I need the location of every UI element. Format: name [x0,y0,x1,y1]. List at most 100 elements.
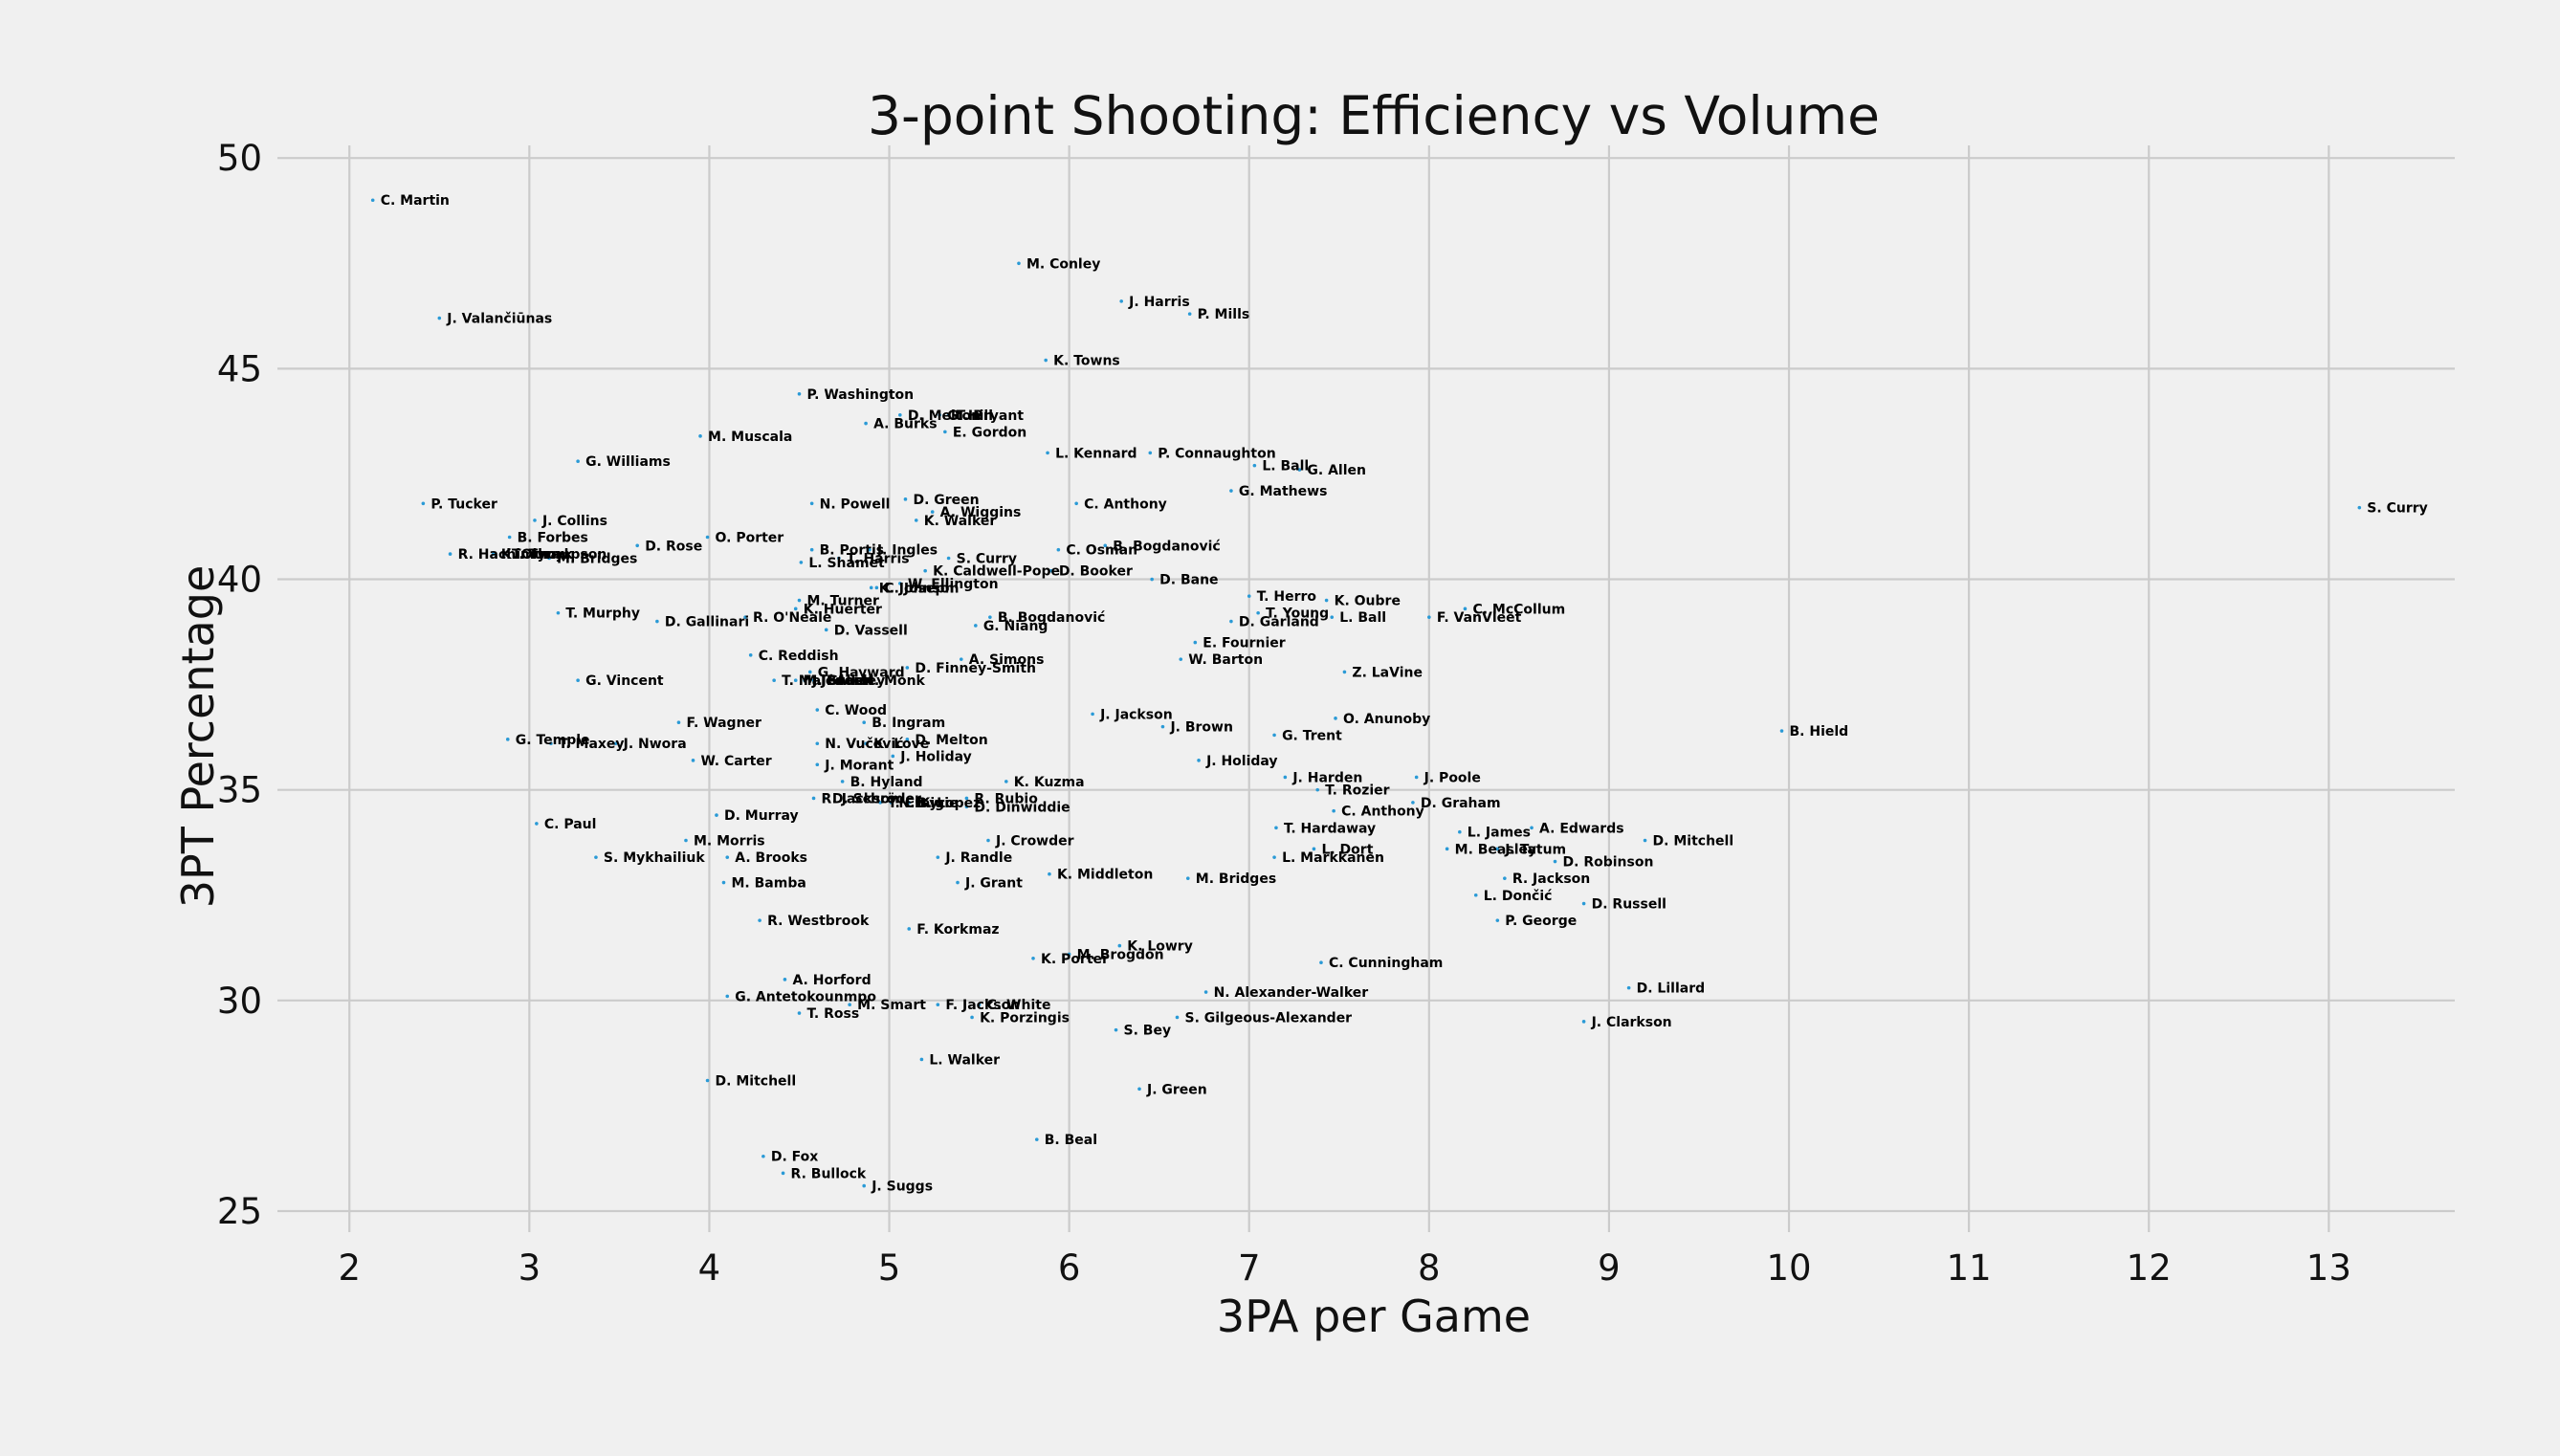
y-tick-label: 35 [217,770,262,811]
point-label: L. Ball [1262,459,1309,474]
point-label: F. Jackson [945,998,1020,1013]
point-label: R. O'Neale [753,610,831,626]
point-label: L. James [1468,826,1531,841]
x-tick-label: 12 [2127,1247,2172,1289]
x-tick-label: 8 [1418,1247,1441,1289]
data-point [1342,670,1347,674]
data-point [848,1003,851,1007]
data-point [811,678,816,682]
data-point [1197,759,1201,762]
data-point [815,708,820,712]
data-point [803,678,806,682]
point-label: A. Horford [792,973,871,988]
point-label: J. Allen [821,673,874,689]
point-label: S. Curry [957,552,1017,567]
point-label: L. Markkanen [1282,850,1384,866]
data-point [684,838,688,843]
data-point [547,556,551,561]
data-point [889,801,894,805]
point-label: D. Dinwiddie [974,800,1070,815]
data-point [1503,876,1507,880]
x-tick-label: 7 [1238,1247,1261,1289]
data-point [1056,547,1061,552]
point-label: K. Porter [1041,952,1109,967]
point-label: G. Trent [1282,728,1342,743]
data-point [837,556,841,561]
x-tick-label: 13 [2306,1247,2351,1289]
data-point [815,762,820,767]
data-point [864,421,868,426]
data-point [533,518,537,522]
point-label: J. Brown [1169,720,1233,736]
point-label: L. Shamet [808,556,885,571]
data-point [502,552,506,556]
point-label: W. Barton [1188,652,1263,668]
data-point [783,978,787,982]
point-label: L. Kennard [1055,446,1137,461]
point-label: G. Williams [585,454,671,470]
point-label: D. Rose [645,539,702,554]
point-label: J. Valančiūnas [446,312,552,327]
data-point [1473,893,1478,897]
point-label: T. Maledon [782,673,863,689]
point-label: K. Lowry [1127,939,1193,955]
point-label: P. George [1505,914,1577,929]
point-label: G. Hayward [818,665,905,680]
point-label: D. Garland [1239,615,1319,630]
data-point [758,918,761,922]
point-label: K. Olynyk [501,547,574,563]
y-axis-label: 3PT Percentage [172,565,224,909]
point-label: J. Collins [541,514,607,529]
data-point [691,759,695,762]
x-gridlines [348,145,2330,1232]
point-label: A. Wiggins [940,505,1022,520]
point-label: D. Robinson [1563,855,1654,871]
point-label: M. Conley [1026,256,1100,272]
data-point [988,615,992,619]
point-label: D. Lillard [1637,982,1706,997]
data-point [1175,1015,1180,1020]
data-point [576,678,580,682]
data-points [370,198,2362,1188]
data-point [1427,615,1431,619]
data-point [1049,568,1053,573]
point-label: K. Middleton [1057,868,1153,883]
data-point [1150,577,1154,582]
point-label: D. Vassell [834,623,908,638]
data-point [914,518,918,522]
x-tick-label: 6 [1058,1247,1081,1289]
point-label: O. Anunoby [1343,712,1430,727]
point-label: D. Mitchell [1653,834,1734,849]
point-label: J. Tatum [1504,842,1566,857]
data-point [1445,847,1449,851]
data-point [898,412,902,417]
x-tick-label: 11 [1947,1247,1992,1289]
data-point [907,801,912,805]
data-point [635,543,639,548]
point-label: M. Bamba [731,876,806,892]
data-point [676,720,681,725]
point-label: F. VanVleet [1437,610,1522,626]
point-label: M. Bridges [557,552,637,567]
data-point [1332,808,1335,813]
data-point [809,501,814,506]
data-point [974,624,978,628]
point-label: M. Turner [806,594,878,609]
data-point [1074,501,1078,506]
data-point [1160,724,1165,729]
point-label: M. Beasley [804,673,886,689]
data-point [1229,619,1233,624]
data-point [878,801,882,805]
point-label: M. Morris [694,834,765,849]
point-label: G. Niang [983,619,1048,634]
data-point [1297,468,1302,472]
point-label: S. Bey [1124,1024,1172,1039]
data-point [1274,826,1278,830]
point-label: D. Melton [908,408,981,424]
point-label: Z. LaVine [1352,665,1423,680]
data-point [907,927,912,931]
data-point [421,501,426,506]
point-label: D. Murray [724,808,799,824]
point-label: L. Walker [929,1052,1000,1068]
data-point [448,552,452,556]
